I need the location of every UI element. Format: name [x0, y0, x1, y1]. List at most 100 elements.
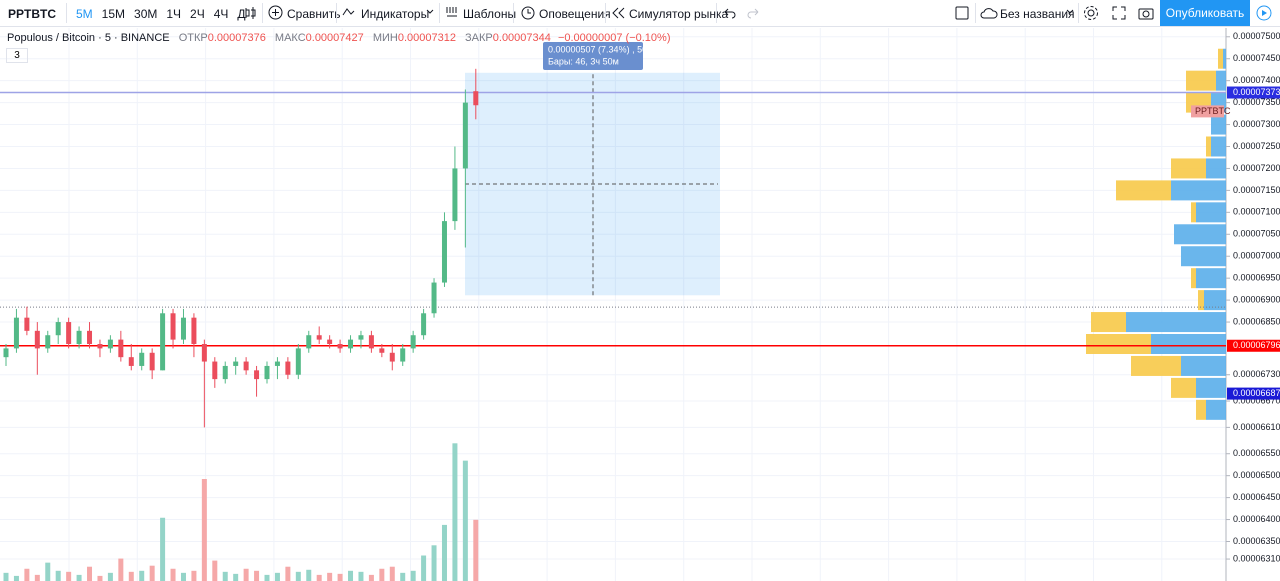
volume-bar — [327, 572, 333, 581]
volume-bar — [149, 565, 155, 581]
volume-bar — [55, 570, 61, 581]
compare[interactable]: Сравнить — [287, 7, 341, 21]
separator — [716, 3, 717, 23]
candle-body — [306, 335, 312, 349]
profile-down — [1091, 312, 1126, 333]
candle-body — [107, 339, 113, 349]
candle-body — [462, 102, 468, 169]
legend-label: МАКС — [274, 32, 306, 44]
volume-bar — [97, 575, 103, 581]
candle-body — [191, 317, 197, 344]
indicators-icon[interactable] — [342, 6, 358, 20]
volume-bar — [285, 566, 291, 581]
templates-icon[interactable] — [444, 5, 460, 21]
indicators-toggle[interactable]: 3 — [6, 48, 28, 63]
interval[interactable]: 15M — [101, 7, 126, 21]
profile-down — [1171, 377, 1196, 398]
symbol-tag-bg — [1191, 105, 1224, 118]
profile-up — [1181, 246, 1226, 267]
candle-body — [421, 313, 427, 336]
interval[interactable]: 1Ч — [166, 7, 182, 21]
interval[interactable]: 30M — [134, 7, 158, 21]
volume-bar — [452, 443, 458, 581]
volume-bar — [441, 524, 447, 581]
profile-up — [1171, 180, 1226, 201]
candle-body — [316, 335, 322, 340]
candle-body — [400, 348, 406, 362]
profile-down — [1191, 202, 1196, 223]
y-tick-label: 0.00006670 — [1233, 395, 1280, 405]
templates[interactable]: Шаблоны — [463, 7, 517, 21]
candle-body — [368, 335, 374, 349]
legend-label: МИН — [372, 32, 398, 44]
profile-up — [1211, 114, 1226, 135]
candle-body — [180, 317, 186, 340]
compare-icon[interactable] — [268, 5, 283, 20]
profile-down — [1186, 70, 1216, 91]
candle-body — [264, 365, 270, 380]
chart-type-icon[interactable] — [243, 6, 257, 20]
candle-body — [431, 282, 437, 314]
alerts-icon[interactable] — [520, 5, 536, 21]
interval[interactable]: Д — [237, 7, 246, 21]
y-tick-label: 0.00007050 — [1233, 229, 1280, 239]
select-icon[interactable] — [955, 6, 969, 20]
price-label-bg — [1227, 387, 1280, 400]
y-tick-label: 0.00007300 — [1233, 119, 1280, 129]
candle-body — [452, 168, 458, 222]
indicators[interactable]: Индикаторы — [361, 7, 430, 21]
candle-body — [149, 352, 155, 371]
fullscreen-icon[interactable] — [1112, 6, 1126, 20]
intervals: 5M 15M 30M 1Ч 2Ч 4Ч Д — [76, 0, 255, 21]
volume-bar — [358, 571, 364, 581]
separator — [336, 3, 337, 23]
volume-bar — [201, 479, 207, 581]
profile-down — [1198, 290, 1204, 311]
profile-up — [1216, 70, 1226, 91]
profile-up — [1223, 48, 1226, 69]
candle-body — [348, 339, 354, 349]
publish-button[interactable]: Опубликовать — [1160, 0, 1250, 26]
alerts[interactable]: Оповещения — [539, 7, 611, 21]
dropdown[interactable] — [426, 9, 434, 15]
cloud-icon[interactable] — [980, 6, 998, 20]
symbol[interactable]: PPTBTC — [8, 7, 56, 21]
volume-bar — [264, 574, 270, 581]
interval[interactable]: 4Ч — [213, 7, 229, 21]
profile-up — [1196, 202, 1226, 223]
undo-redo[interactable] — [722, 7, 762, 19]
price-label: 0.00007373 — [1233, 87, 1280, 97]
replay[interactable]: Симулятор рынка — [629, 7, 729, 21]
candle-body — [201, 344, 207, 362]
interval[interactable]: 2Ч — [190, 7, 205, 21]
price-label: 0.00006687 — [1233, 388, 1280, 398]
volume-bar — [337, 573, 343, 581]
volume-bar — [87, 566, 93, 581]
y-tick-label: 0.00007350 — [1233, 97, 1280, 107]
y-tick-label: 0.00007150 — [1233, 185, 1280, 195]
profile-down — [1206, 136, 1211, 157]
layout-name[interactable]: Без названия — [1000, 7, 1075, 21]
play-icon[interactable] — [1256, 5, 1272, 21]
dropdown[interactable] — [1066, 9, 1074, 15]
candle-body — [274, 361, 280, 366]
profile-up — [1204, 290, 1226, 311]
replay-icon[interactable] — [612, 7, 626, 19]
settings-icon[interactable] — [1083, 5, 1099, 21]
interval[interactable]: 5M — [76, 7, 93, 21]
snapshot-icon[interactable] — [1138, 6, 1154, 20]
volume-bar — [316, 574, 322, 581]
toolbar: PPTBTC 5M 15M 30M 1Ч 2Ч 4Ч Д Сравнить Индикато… — [0, 0, 1280, 27]
profile-down — [1196, 399, 1206, 420]
candle-body — [243, 361, 249, 371]
separator — [66, 3, 67, 23]
separator — [1078, 3, 1079, 23]
measure-tooltip — [543, 42, 643, 70]
legend-value: 0.00007312 — [397, 32, 456, 44]
volume-bar — [45, 562, 51, 581]
volume-bar — [431, 545, 437, 581]
legend-value: 0.00007427 — [305, 32, 364, 44]
y-tick-label: 0.00006610 — [1233, 422, 1280, 432]
volume-bar — [473, 519, 479, 581]
price-label: 0.00006796 — [1233, 340, 1280, 350]
